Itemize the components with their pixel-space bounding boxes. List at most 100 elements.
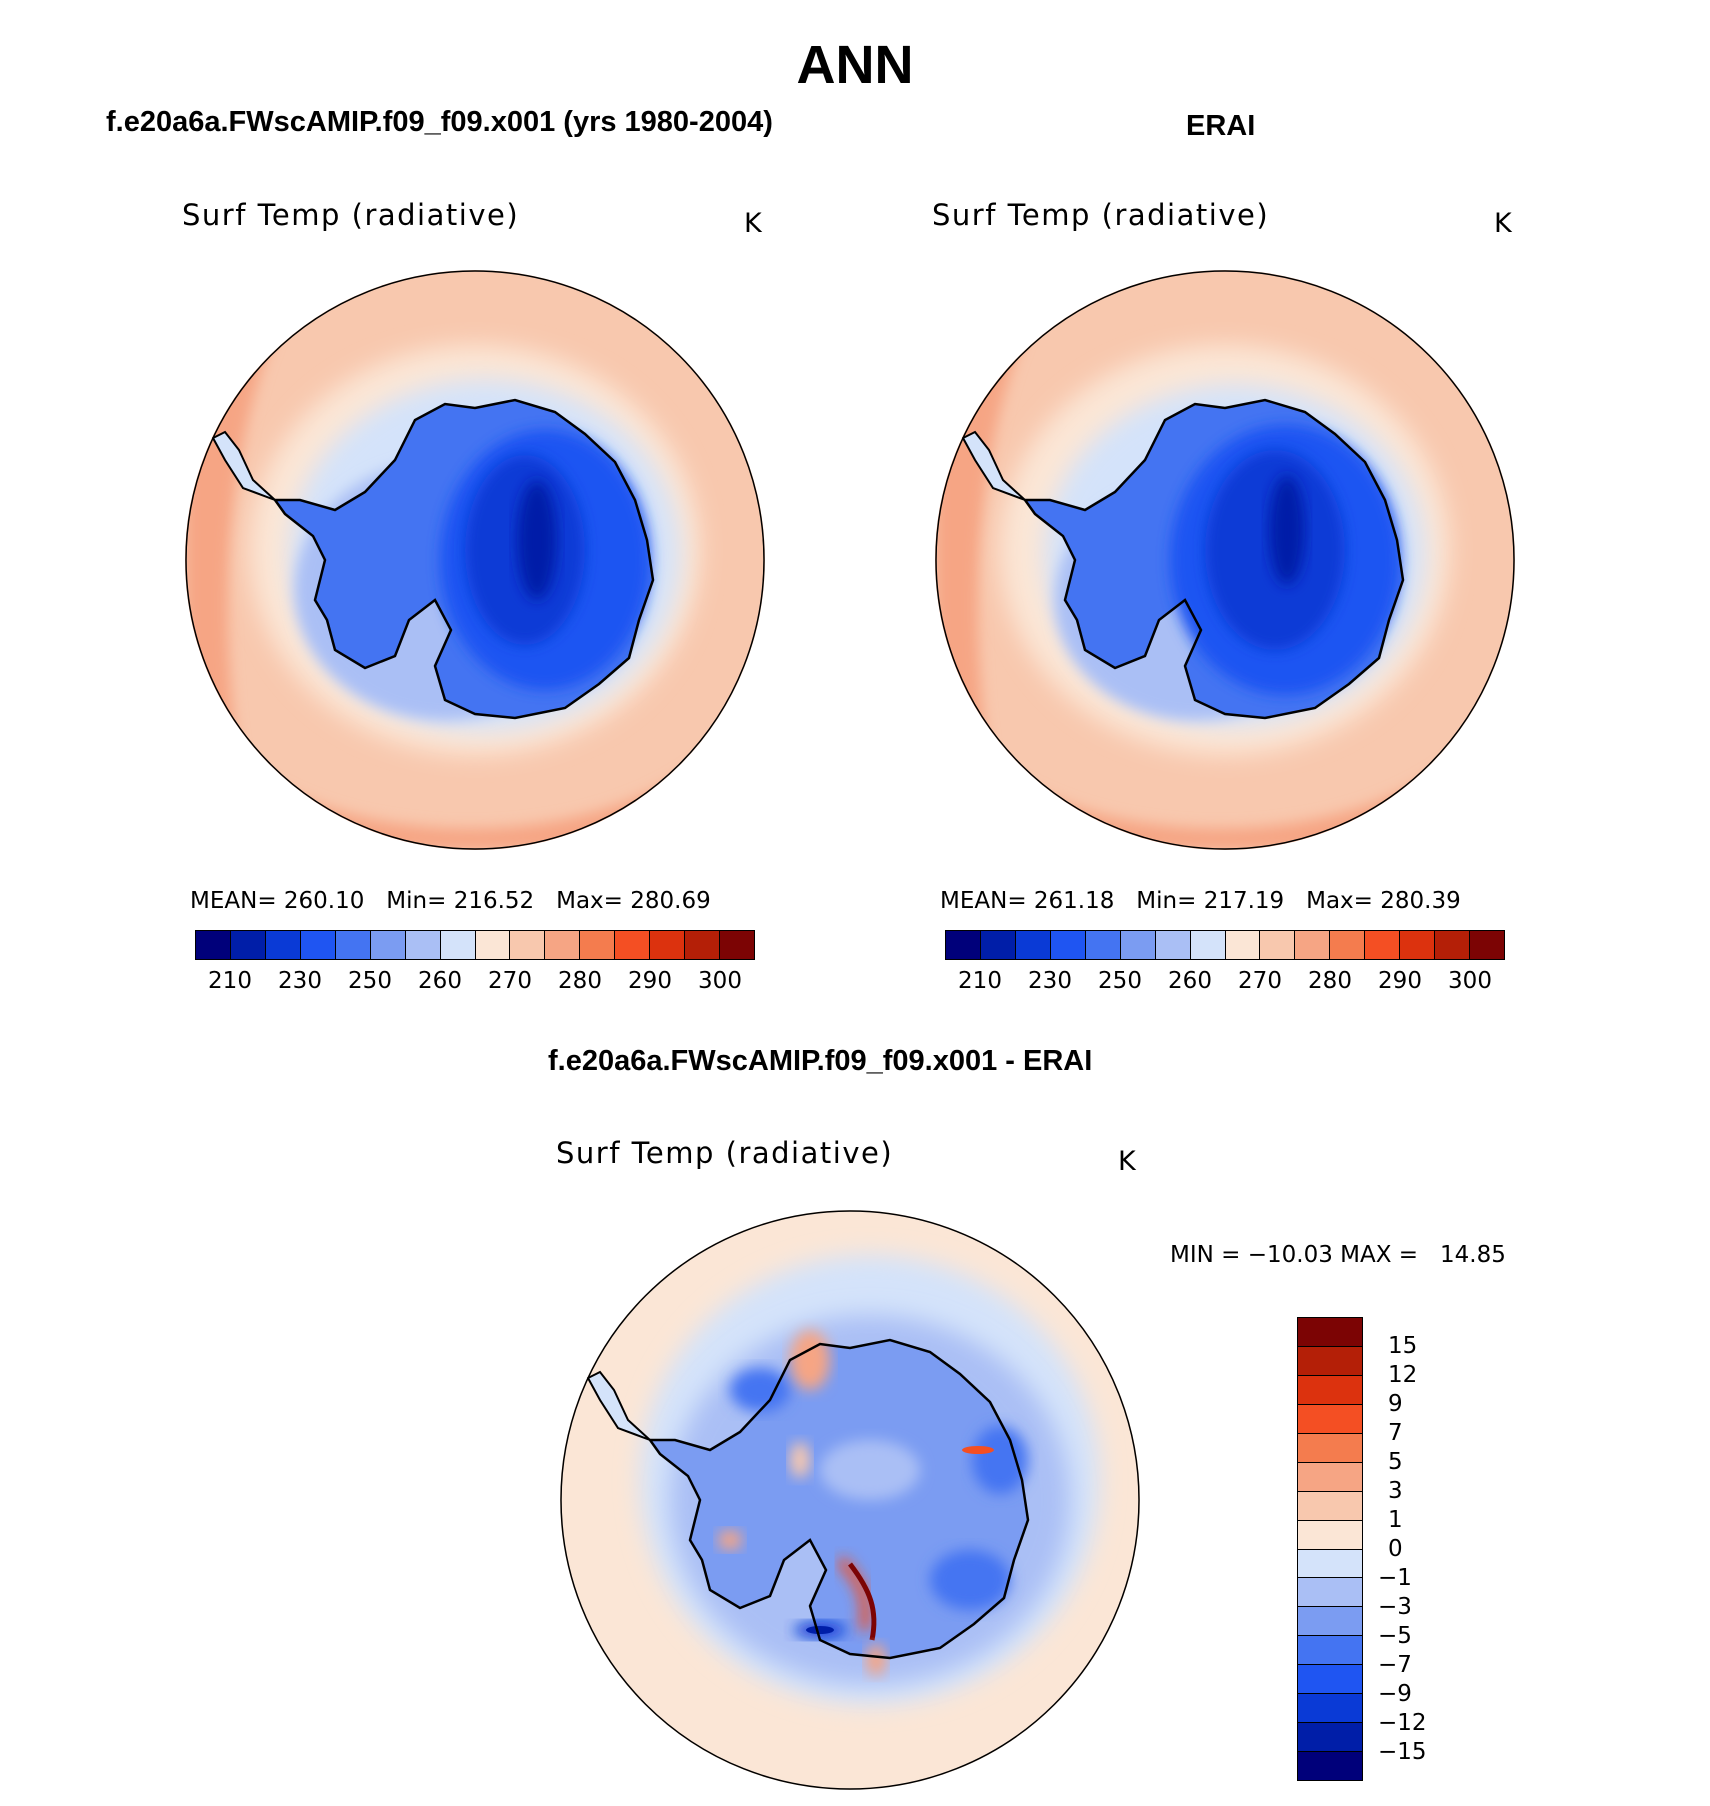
- obs-stats: MEAN= 261.18 Min= 217.19 Max= 280.39: [940, 888, 1461, 914]
- model-colorbar-box: [720, 931, 754, 959]
- diff-map: [560, 1210, 1140, 1790]
- model-units: K: [744, 208, 762, 239]
- model-colorbar-box: [335, 931, 371, 959]
- diff-colorbar-label: −15: [1378, 1739, 1427, 1765]
- diff-colorbar-box: [1298, 1318, 1362, 1347]
- model-colorbar-box: [475, 931, 511, 959]
- diff-plot-title: Surf Temp (radiative): [556, 1136, 894, 1170]
- diff-colorbar: [1297, 1317, 1363, 1781]
- diff-colorbar-label: −5: [1378, 1623, 1412, 1649]
- diff-colorbar-label: 1: [1388, 1507, 1403, 1533]
- obs-colorbar-box: [1190, 931, 1226, 959]
- model-colorbar-box: [265, 931, 301, 959]
- model-colorbar-label: 270: [488, 968, 532, 994]
- model-colorbar-box: [615, 931, 651, 959]
- obs-colorbar-box: [1085, 931, 1121, 959]
- model-colorbar: [195, 930, 755, 960]
- model-colorbar-label: 290: [628, 968, 672, 994]
- figure-title: ANN: [796, 35, 914, 95]
- diff-colorbar-box: [1298, 1433, 1362, 1463]
- obs-colorbar-label: 270: [1238, 968, 1282, 994]
- model-colorbar-label: 300: [698, 968, 742, 994]
- model-colorbar-label: 210: [208, 968, 252, 994]
- model-colorbar-label: 280: [558, 968, 602, 994]
- diff-colorbar-box: [1298, 1520, 1362, 1550]
- diff-colorbar-label: 5: [1388, 1449, 1403, 1475]
- model-colorbar-box: [440, 931, 476, 959]
- diff-colorbar-label: −12: [1378, 1710, 1427, 1736]
- diff-colorbar-box: [1298, 1549, 1362, 1579]
- obs-colorbar-box: [1295, 931, 1331, 959]
- diff-colorbar-box: [1298, 1752, 1362, 1780]
- diff-colorbar-box: [1298, 1665, 1362, 1695]
- model-colorbar-box: [545, 931, 581, 959]
- diff-colorbar-label: −9: [1378, 1681, 1412, 1707]
- diff-units: K: [1118, 1146, 1136, 1177]
- diff-colorbar-label: 15: [1388, 1333, 1418, 1359]
- diff-colorbar-label: 9: [1388, 1391, 1403, 1417]
- model-map: [185, 270, 765, 850]
- obs-colorbar-box: [1260, 931, 1296, 959]
- model-colorbar-box: [650, 931, 686, 959]
- diff-colorbar-box: [1298, 1723, 1362, 1753]
- model-colorbar-box: [685, 931, 721, 959]
- diff-colorbar-label: 7: [1388, 1420, 1403, 1446]
- obs-colorbar-box: [1050, 931, 1086, 959]
- diff-colorbar-label: 3: [1388, 1478, 1403, 1504]
- obs-colorbar-box: [1330, 931, 1366, 959]
- obs-colorbar-box: [1470, 931, 1504, 959]
- obs-colorbar-label: 230: [1028, 968, 1072, 994]
- diff-colorbar-box: [1298, 1607, 1362, 1637]
- obs-colorbar-box: [1365, 931, 1401, 959]
- diff-colorbar-ticks: 15 12 9 7 5 3 1 0 −1 −3 −5 −7 −9 −12 −15: [1378, 1317, 1458, 1781]
- obs-colorbar-box: [1155, 931, 1191, 959]
- diff-case-title: f.e20a6a.FWscAMIP.f09_f09.x001 - ERAI: [548, 1045, 1093, 1077]
- diff-colorbar-box: [1298, 1636, 1362, 1666]
- model-colorbar-label: 230: [278, 968, 322, 994]
- diff-colorbar-box: [1298, 1375, 1362, 1405]
- diff-colorbar-label: 0: [1388, 1536, 1403, 1562]
- model-colorbar-box: [580, 931, 616, 959]
- obs-colorbar-box: [1120, 931, 1156, 959]
- obs-colorbar-box: [1225, 931, 1261, 959]
- model-colorbar-box: [370, 931, 406, 959]
- model-case-title: f.e20a6a.FWscAMIP.f09_f09.x001 (yrs 1980…: [106, 106, 773, 138]
- obs-units: K: [1494, 208, 1512, 239]
- obs-colorbar-label: 290: [1378, 968, 1422, 994]
- obs-colorbar-box: [1435, 931, 1471, 959]
- obs-colorbar-label: 260: [1168, 968, 1212, 994]
- obs-map: [935, 270, 1515, 850]
- diff-colorbar-box: [1298, 1491, 1362, 1521]
- diff-colorbar-box: [1298, 1694, 1362, 1724]
- diff-colorbar-label: −3: [1378, 1594, 1412, 1620]
- obs-colorbar-box: [1400, 931, 1436, 959]
- diff-colorbar-box: [1298, 1578, 1362, 1608]
- diff-stats: MIN = −10.03 MAX = 14.85: [1170, 1242, 1506, 1268]
- model-colorbar-label: 250: [348, 968, 392, 994]
- model-plot-title: Surf Temp (radiative): [182, 198, 520, 232]
- model-stats: MEAN= 260.10 Min= 216.52 Max= 280.69: [190, 888, 711, 914]
- obs-colorbar-label: 280: [1308, 968, 1352, 994]
- obs-colorbar: [945, 930, 1505, 960]
- model-colorbar-box: [300, 931, 336, 959]
- diff-colorbar-box: [1298, 1404, 1362, 1434]
- diff-colorbar-box: [1298, 1346, 1362, 1376]
- obs-case-title: ERAI: [1186, 110, 1256, 142]
- obs-colorbar-box: [1015, 931, 1051, 959]
- model-colorbar-ticks: 210 230 250 260 270 280 290 300: [195, 968, 755, 998]
- obs-colorbar-box: [946, 931, 981, 959]
- obs-colorbar-ticks: 210 230 250 260 270 280 290 300: [945, 968, 1505, 998]
- diff-colorbar-label: 12: [1388, 1362, 1418, 1388]
- model-colorbar-box: [196, 931, 231, 959]
- model-colorbar-box: [405, 931, 441, 959]
- obs-plot-title: Surf Temp (radiative): [932, 198, 1270, 232]
- model-colorbar-box: [510, 931, 546, 959]
- diff-colorbar-label: −1: [1378, 1565, 1412, 1591]
- obs-colorbar-label: 250: [1098, 968, 1142, 994]
- diff-colorbar-label: −7: [1378, 1652, 1412, 1678]
- model-colorbar-box: [230, 931, 266, 959]
- model-colorbar-label: 260: [418, 968, 462, 994]
- diff-colorbar-box: [1298, 1462, 1362, 1492]
- obs-colorbar-label: 300: [1448, 968, 1492, 994]
- obs-colorbar-box: [980, 931, 1016, 959]
